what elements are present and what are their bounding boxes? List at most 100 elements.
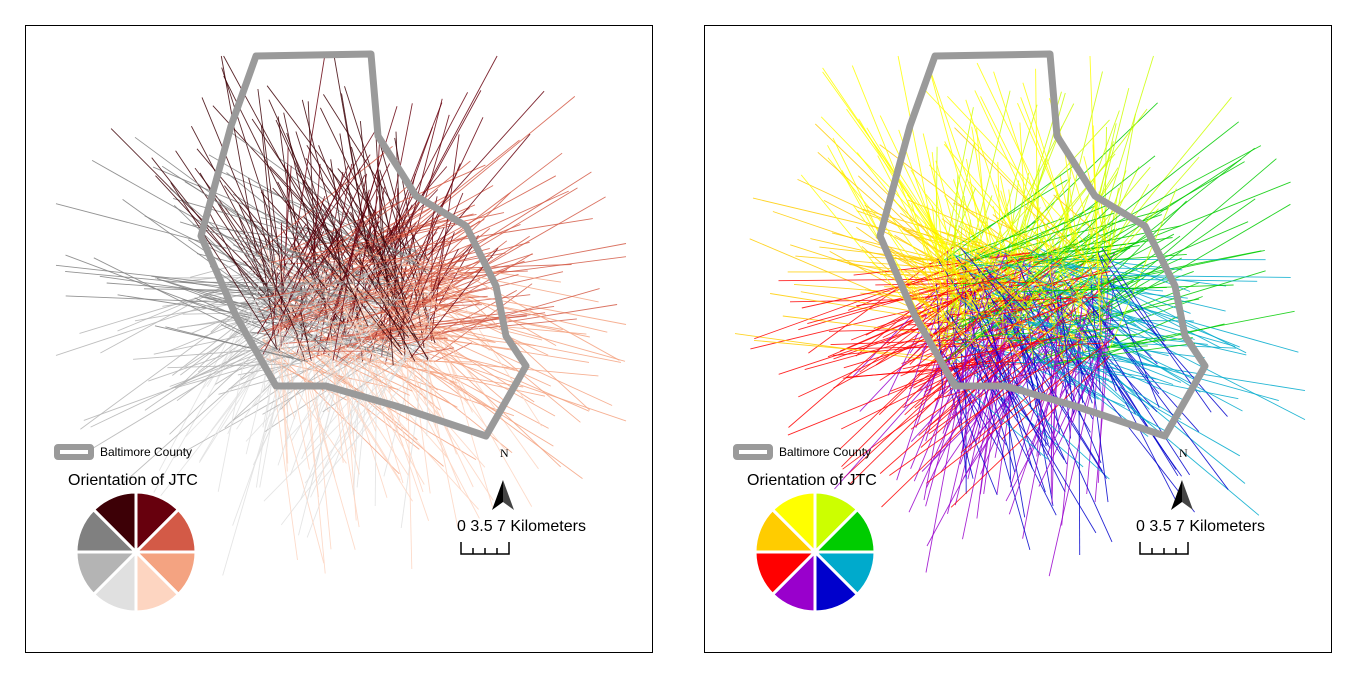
- jtc-line: [1024, 155, 1156, 260]
- jtc-line: [377, 249, 408, 300]
- jtc-line: [1059, 247, 1131, 268]
- jtc-line: [290, 55, 326, 264]
- jtc-line: [978, 308, 1055, 459]
- boundary-swatch: [733, 444, 773, 460]
- legend-boundary: Baltimore County: [733, 440, 871, 464]
- jtc-line: [191, 277, 323, 334]
- jtc-line: [804, 323, 970, 371]
- jtc-line: [317, 354, 429, 485]
- jtc-line: [382, 284, 424, 333]
- jtc-line: [236, 235, 311, 258]
- jtc-line: [842, 359, 1019, 379]
- jtc-line: [341, 303, 486, 468]
- jtc-line: [198, 336, 280, 463]
- jtc-line: [270, 256, 493, 331]
- jtc-line: [359, 320, 501, 415]
- jtc-line: [864, 289, 1001, 318]
- jtc-line: [994, 300, 1078, 332]
- jtc-line: [233, 244, 353, 296]
- jtc-line: [971, 323, 1016, 473]
- county-boundary: [197, 50, 530, 440]
- jtc-line: [910, 350, 996, 443]
- jtc-line: [857, 175, 1020, 335]
- jtc-line: [360, 292, 449, 331]
- jtc-line: [55, 264, 280, 291]
- jtc-line: [110, 128, 268, 286]
- orientation-sector: [91, 490, 138, 556]
- jtc-line: [1063, 225, 1181, 251]
- jtc-line: [371, 186, 386, 252]
- jtc-line: [275, 119, 369, 327]
- jtc-line: [897, 55, 937, 251]
- jtc-line: [229, 285, 344, 291]
- jtc-line: [959, 234, 974, 292]
- jtc-line: [979, 294, 1033, 469]
- jtc-line: [1087, 292, 1299, 353]
- legend-title: Orientation of JTC: [68, 472, 198, 489]
- jtc-line: [983, 315, 1009, 494]
- jtc-line: [93, 257, 303, 363]
- jtc-line: [962, 224, 986, 296]
- north-arrow-icon: [1171, 480, 1193, 510]
- jtc-line: [238, 204, 299, 337]
- jtc-line: [985, 290, 1063, 321]
- jtc-line: [1089, 203, 1291, 323]
- jtc-line: [872, 262, 985, 349]
- jtc-line: [170, 182, 278, 350]
- jtc-line: [1020, 97, 1078, 248]
- jtc-line: [255, 259, 290, 488]
- jtc-line: [1059, 311, 1083, 399]
- jtc-line: [236, 348, 292, 430]
- jtc-line: [347, 266, 424, 493]
- jtc-line: [351, 247, 459, 281]
- jtc-line: [282, 307, 307, 348]
- jtc-line: [336, 351, 479, 510]
- jtc-line: [345, 183, 416, 330]
- jtc-line: [405, 152, 563, 273]
- jtc-line: [985, 347, 1097, 534]
- jtc-line: [221, 67, 294, 288]
- jtc-line: [348, 246, 380, 276]
- jtc-line: [962, 345, 1003, 540]
- jtc-line: [1017, 103, 1108, 309]
- jtc-line: [356, 312, 546, 339]
- jtc-line: [302, 344, 410, 396]
- jtc-line: [1084, 336, 1107, 407]
- jtc-line: [306, 276, 438, 391]
- jtc-line: [373, 304, 482, 309]
- jtc-line: [421, 256, 627, 284]
- jtc-line: [915, 335, 951, 428]
- jtc-line: [976, 254, 1052, 303]
- jtc-line: [923, 284, 965, 501]
- jtc-line: [297, 321, 351, 342]
- jtc-line: [351, 345, 412, 447]
- jtc-line: [215, 307, 339, 385]
- jtc-line: [350, 352, 371, 415]
- jtc-line: [217, 278, 261, 492]
- jtc-line: [819, 246, 943, 262]
- jtc-line: [1055, 161, 1245, 271]
- jtc-line: [281, 272, 323, 357]
- jtc-line: [1078, 321, 1177, 470]
- north-label: N: [500, 446, 509, 460]
- jtc-line: [1102, 274, 1291, 278]
- jtc-line: [1078, 338, 1081, 556]
- jtc-line: [291, 300, 374, 441]
- jtc-line: [341, 303, 404, 447]
- jtc-line: [949, 309, 1087, 342]
- jtc-line: [417, 241, 530, 273]
- jtc-line: [348, 250, 561, 283]
- jtc-line: [947, 95, 1097, 255]
- jtc-line: [406, 278, 581, 423]
- jtc-line: [1113, 337, 1193, 346]
- jtc-line: [161, 165, 345, 286]
- jtc-line: [272, 272, 278, 335]
- jtc-line: [418, 264, 572, 270]
- jtc-line: [393, 254, 397, 302]
- jtc-line: [1021, 345, 1107, 479]
- jtc-line: [926, 337, 1115, 484]
- jtc-line: [829, 251, 941, 313]
- jtc-line: [278, 157, 430, 262]
- jtc-line: [1081, 354, 1306, 392]
- jtc-line: [266, 336, 296, 420]
